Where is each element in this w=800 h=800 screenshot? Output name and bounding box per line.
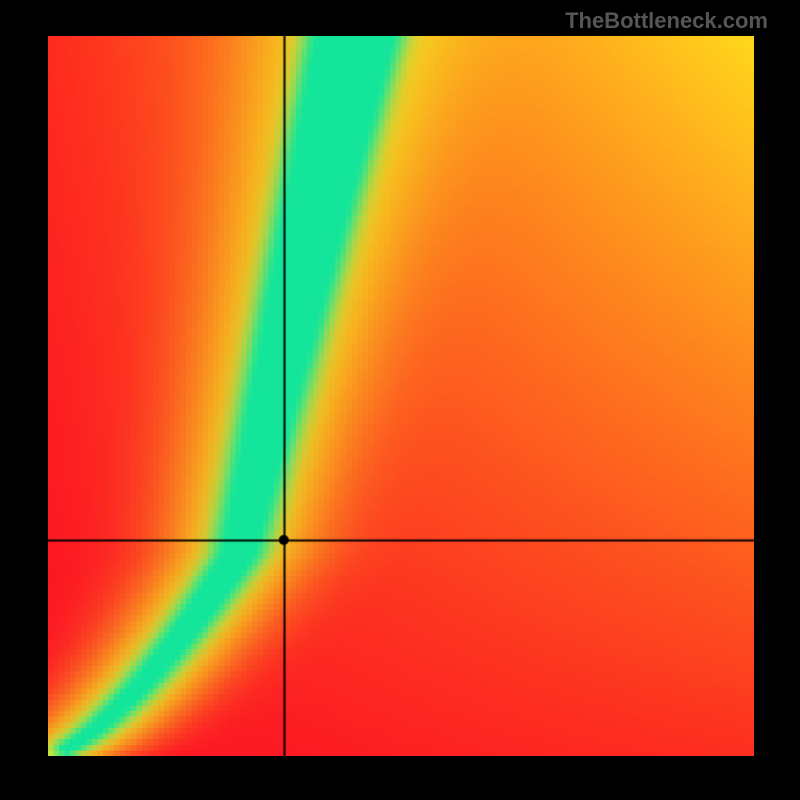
chart-container: TheBottleneck.com	[0, 0, 800, 800]
watermark-text: TheBottleneck.com	[565, 8, 768, 34]
bottleneck-heatmap	[48, 36, 754, 756]
